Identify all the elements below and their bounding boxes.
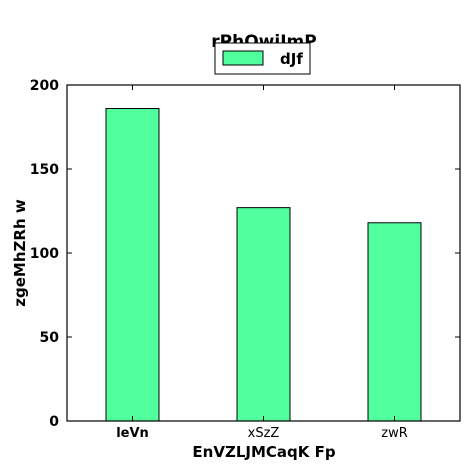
y-tick-label: 50 (40, 330, 60, 346)
plot-area: 0 50 100 150 200 leVn xSzZ zwR (30, 78, 461, 441)
x-tick-label: xSzZ (248, 426, 280, 441)
x-axis-label: EnVZLJMCaqK Fp (192, 443, 335, 461)
bar-leVn (105, 108, 160, 422)
bar-zwR (367, 222, 422, 422)
y-tick-label: 0 (49, 414, 59, 430)
bar-series (105, 108, 422, 422)
legend-swatch (222, 50, 264, 66)
y-tick-label: 150 (30, 162, 59, 178)
x-axis: leVn xSzZ zwR (116, 85, 408, 441)
bar-xSzZ (236, 207, 291, 422)
y-axis-label: zgeMhZRh w (11, 199, 29, 307)
y-tick-label: 100 (30, 246, 59, 262)
y-axis: 0 50 100 150 200 (30, 78, 460, 430)
y-tick-label: 200 (30, 78, 59, 94)
x-tick-label: leVn (116, 426, 149, 441)
legend-label: dJf (280, 50, 303, 68)
x-tick-label: zwR (381, 426, 408, 441)
legend: dJf (214, 42, 311, 75)
